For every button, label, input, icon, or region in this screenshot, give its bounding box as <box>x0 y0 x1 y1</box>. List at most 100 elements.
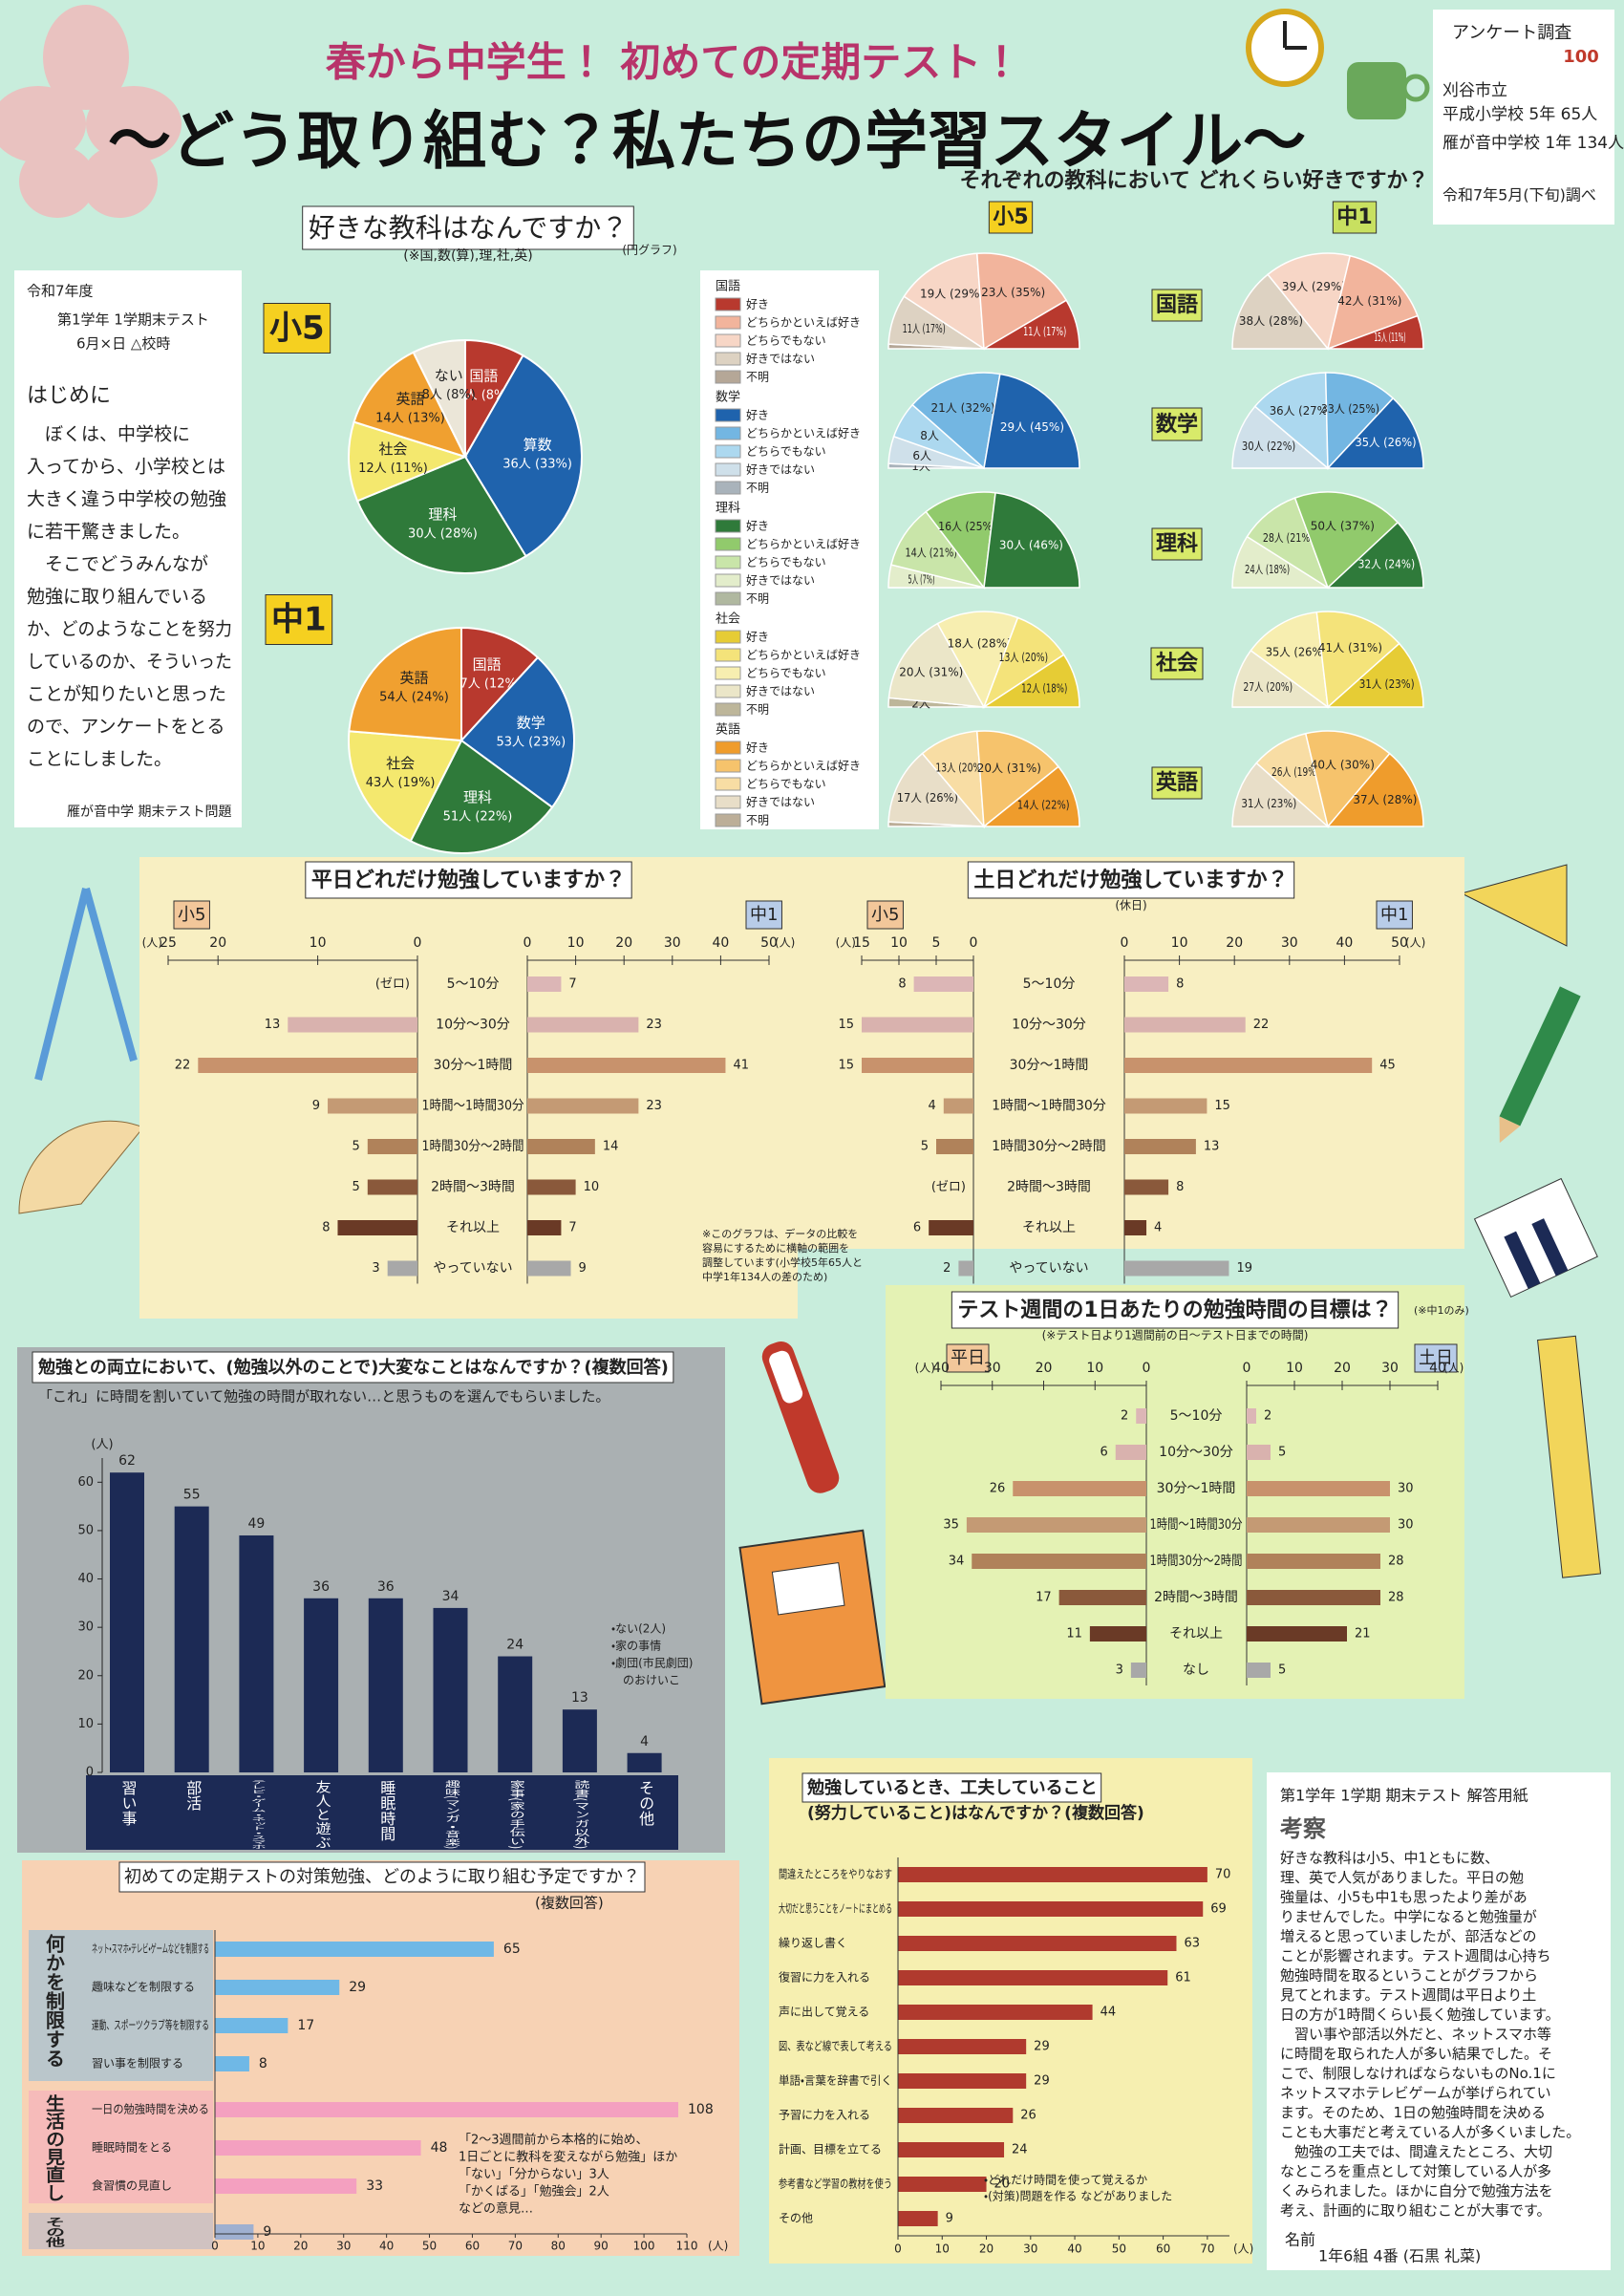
label-box <box>1150 647 1204 680</box>
chart-title: 土日どれだけ勉強していますか？ <box>973 868 1288 892</box>
value-label: 3 <box>372 1261 379 1276</box>
bar <box>498 1656 533 1772</box>
slice-value: 31人 (23%) <box>1241 797 1296 810</box>
legend-swatch <box>715 444 741 459</box>
slice-label: 社会 <box>378 440 407 458</box>
chart-subtitle: (休日) <box>1115 899 1146 912</box>
slice-label: 算数 <box>524 436 552 453</box>
value-label: 29 <box>349 1980 366 1995</box>
category-label: 声に出して覚える <box>779 2006 869 2019</box>
poster-subtitle: 春から中学生！ 初めての定期テスト！ <box>326 39 1022 86</box>
slice-value: 36人 (33%) <box>502 457 572 471</box>
category-label: 1時間〜1時間30分 <box>422 1099 524 1114</box>
value-label: 4 <box>640 1734 649 1749</box>
legend-label: どちらかといえば好き <box>746 427 861 440</box>
bar <box>1124 1098 1207 1114</box>
legend-label: 不明 <box>746 703 769 717</box>
x-tick-label: 80 <box>551 2240 566 2253</box>
bar <box>527 1220 562 1235</box>
category-label: テレビ・ゲーム・ネット・スマホ <box>248 1780 267 1849</box>
value-label: 62 <box>118 1453 136 1469</box>
slice-value: 5人 (7%) <box>908 573 934 587</box>
legend-title: 理科 <box>716 502 740 516</box>
intro-header: 第1学年 1学期末テスト <box>57 311 209 329</box>
slice-label: 社会 <box>386 755 415 772</box>
slice-value: 14人 (22%) <box>1017 799 1070 812</box>
slice-value: 23人 (35%) <box>981 286 1045 299</box>
conclusion-line: ネットスマホテレビゲームが挙げられてい <box>1280 2085 1551 2102</box>
pie-slice <box>460 626 540 743</box>
series-label: 中1 <box>1380 905 1408 925</box>
subject-label: 英語 <box>1156 771 1198 795</box>
bar <box>1124 976 1169 992</box>
legend-swatch <box>715 408 741 422</box>
category-label: 30分〜1時間 <box>434 1058 513 1073</box>
bar <box>898 2039 1027 2054</box>
bar <box>367 1179 417 1195</box>
pie-slice <box>353 351 467 459</box>
category-label: 1時間〜1時間30分 <box>992 1099 1106 1114</box>
bar <box>527 1139 595 1154</box>
group-strip <box>29 1930 213 2081</box>
x-tick-label: 20 <box>615 935 632 951</box>
value-label: 22 <box>175 1059 191 1073</box>
category-label: 復習に力を入れる <box>779 1970 870 1985</box>
bar <box>387 1260 417 1277</box>
value-label: 9 <box>263 2224 271 2240</box>
bar <box>1013 1481 1146 1496</box>
value-label: 15 <box>1214 1099 1230 1113</box>
intro-line: か、どのようなことを努力 <box>27 619 232 640</box>
value-label: 48 <box>431 2140 448 2156</box>
chart-subtitle: (※テスト日より1週間前の日〜テスト日までの時間) <box>1042 1328 1309 1342</box>
set-square <box>1460 864 1568 947</box>
bar <box>239 1534 274 1772</box>
legend-title: 社会 <box>716 612 740 627</box>
legend-swatch <box>715 759 741 773</box>
intro-header: 6月×日 △校時 <box>76 335 170 353</box>
slice-value: 27人 (20%) <box>1243 680 1293 694</box>
axis-unit: (人) <box>836 936 856 950</box>
bar <box>1089 1626 1146 1642</box>
value-label: 45 <box>1379 1059 1396 1073</box>
category-label: 10分〜30分 <box>1159 1445 1233 1460</box>
category-label: 5〜10分 <box>1170 1408 1223 1424</box>
legend-swatch <box>715 573 741 588</box>
bar <box>898 2005 1093 2020</box>
value-label: 4 <box>1154 1221 1162 1235</box>
slice-value: 53人 (23%) <box>496 735 566 749</box>
label-box <box>265 594 333 645</box>
axis-unit: (人) <box>775 936 795 950</box>
legend-label: 好き <box>746 631 769 644</box>
x-tick-label: 100 <box>633 2240 655 2253</box>
x-tick-label: 30 <box>984 1361 1001 1376</box>
half-pie-slice <box>887 622 986 708</box>
ruler <box>1537 1335 1602 1578</box>
slice-value: 36人 (27%) <box>1270 404 1333 418</box>
notebook <box>738 1529 887 1706</box>
bar <box>1124 1260 1229 1277</box>
conclusion-card <box>1267 1772 1611 2270</box>
annotation: などの意見… <box>459 2202 533 2217</box>
conclusion-header: 第1学年 1学期 期末テスト 解答用紙 <box>1280 1787 1528 1805</box>
half-pie-slice <box>981 299 1080 350</box>
bar <box>215 2178 357 2194</box>
category-label: 30分〜1時間 <box>1157 1481 1236 1496</box>
category-label: 2時間〜3時間 <box>1007 1180 1091 1195</box>
category-label: 運動、スポーツクラブ等を制限する <box>92 2018 209 2032</box>
slice-value: 28人 (21%) <box>1263 531 1314 545</box>
legend-swatch <box>715 481 741 495</box>
label-box <box>305 861 632 899</box>
x-tick-label: 90 <box>594 2240 609 2253</box>
annotation: ・(対策)問題を作る などがありました <box>984 2189 1172 2203</box>
label-box <box>32 1351 674 1384</box>
intro-line: しているのか、そういった <box>27 652 232 673</box>
intro-line: ことが知りたいと思った <box>27 684 226 705</box>
intro-line: 入ってから、小学校とは <box>27 457 225 478</box>
category-label: 趣味(マンガ・音楽) <box>442 1780 460 1849</box>
value-label: 30 <box>1398 1518 1414 1533</box>
conclusion-line: くみられました。ほかに自分で勉強方法を <box>1280 2182 1553 2199</box>
y-tick-label: 10 <box>77 1717 94 1731</box>
x-tick-label: 10 <box>1171 935 1188 951</box>
slice-label: 英語 <box>399 670 428 687</box>
legend-label: 好きではない <box>746 796 815 809</box>
